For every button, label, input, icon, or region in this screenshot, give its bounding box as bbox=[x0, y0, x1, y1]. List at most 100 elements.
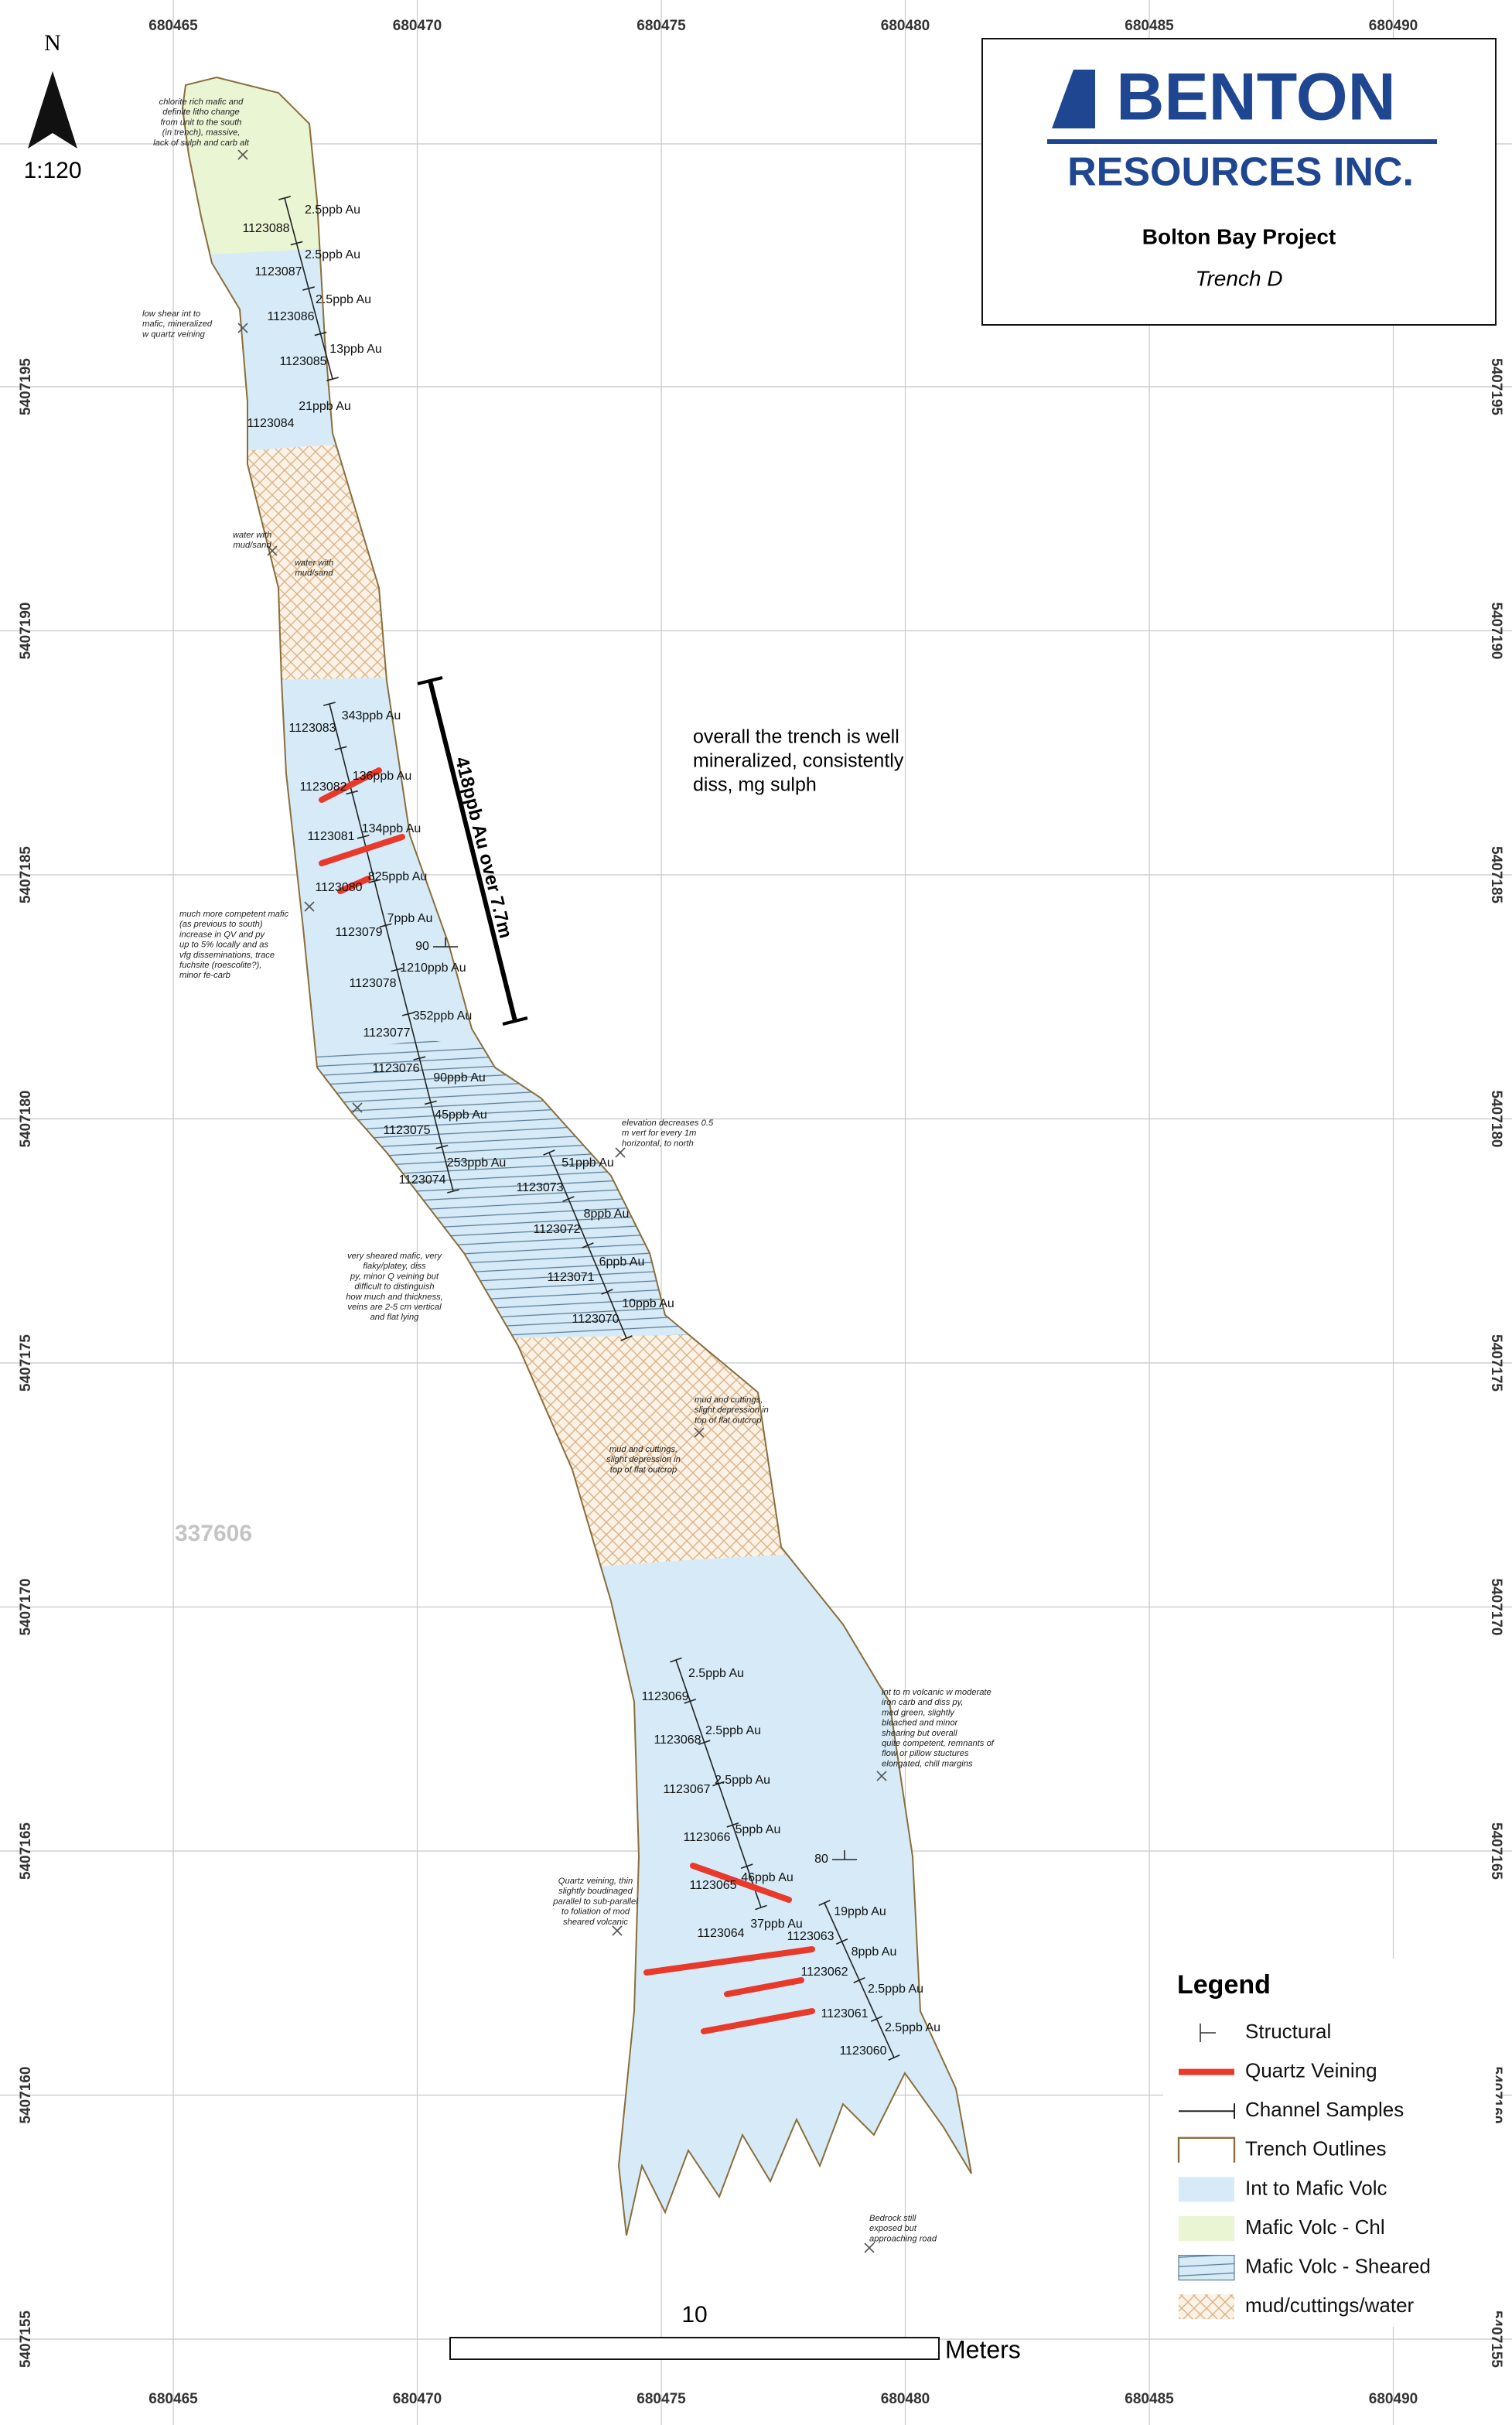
northing-label: 5407175 bbox=[1488, 1334, 1504, 1392]
sample-assay: 1210ppb Au bbox=[400, 961, 466, 975]
note-line: mud/sand bbox=[233, 541, 271, 550]
easting-label: 680465 bbox=[148, 18, 198, 34]
sample-id: 1123081 bbox=[307, 830, 354, 843]
sample-assay: 21ppb Au bbox=[299, 400, 351, 413]
northing-label: 5407195 bbox=[1488, 358, 1504, 415]
legend-label: Structural bbox=[1245, 2020, 1331, 2043]
note-line: sheared volcanic bbox=[563, 1918, 628, 1927]
note-line: mud/sand bbox=[295, 569, 333, 578]
summary-line: mineralized, consistently bbox=[693, 750, 904, 772]
trench-name: Trench D bbox=[1195, 266, 1282, 290]
note-line: w quartz veining bbox=[142, 330, 206, 339]
sample-assay: 2.5ppb Au bbox=[316, 293, 371, 306]
northing-label: 5407160 bbox=[18, 2067, 34, 2124]
sample-id: 1123085 bbox=[279, 355, 326, 368]
sample-assay: 46ppb Au bbox=[741, 1871, 794, 1884]
claim-number: 337606 bbox=[175, 1521, 252, 1546]
note-line: (in trench), massive, bbox=[162, 128, 241, 138]
note-line: to foliation of mod bbox=[561, 1908, 630, 1917]
note-line: bleached and minor bbox=[882, 1719, 959, 1728]
northing-label: 5407195 bbox=[18, 358, 34, 415]
easting-label: 680490 bbox=[1369, 2391, 1418, 2407]
note-line: water with bbox=[233, 531, 271, 540]
note-line: and flat lying bbox=[370, 1313, 420, 1322]
note-line: flaky/platey, diss bbox=[363, 1262, 426, 1271]
sample-assay: 343ppb Au bbox=[342, 709, 401, 722]
north-label: N bbox=[44, 30, 61, 56]
sample-id: 1123063 bbox=[787, 1930, 834, 1943]
note-line: slight depression in bbox=[695, 1405, 769, 1415]
easting-label: 680485 bbox=[1125, 2391, 1174, 2407]
sample-id: 1123072 bbox=[533, 1223, 580, 1236]
easting-label: 680480 bbox=[881, 18, 930, 34]
summary-line: overall the trench is well bbox=[693, 726, 899, 748]
easting-label: 680480 bbox=[881, 2391, 930, 2407]
sample-id: 1123064 bbox=[697, 1927, 744, 1940]
sample-assay: 2.5ppb Au bbox=[715, 1774, 770, 1787]
sample-id: 1123084 bbox=[247, 417, 294, 430]
scale-rect bbox=[450, 2338, 939, 2359]
sample-id: 1123079 bbox=[335, 926, 382, 939]
sample-id: 1123066 bbox=[683, 1831, 730, 1844]
note-line: m vert for every 1m bbox=[622, 1129, 696, 1138]
sample-assay: 134ppb Au bbox=[362, 822, 422, 835]
scale-length: 10 bbox=[681, 2302, 707, 2328]
sample-id: 1123076 bbox=[372, 1062, 419, 1075]
note-line: elevation decreases 0.5 bbox=[622, 1119, 714, 1128]
legend-label: Channel Samples bbox=[1245, 2098, 1404, 2121]
note-line: definite litho change bbox=[162, 108, 240, 117]
easting-label: 680470 bbox=[393, 18, 442, 34]
structure-dip: 90 bbox=[415, 940, 429, 953]
sample-assay: 2.5ppb Au bbox=[305, 203, 360, 217]
sample-assay: 8ppb Au bbox=[852, 1945, 897, 1959]
sample-id: 1123070 bbox=[572, 1313, 619, 1326]
sample-assay: 19ppb Au bbox=[834, 1905, 886, 1918]
map-scale: 1:120 bbox=[23, 158, 81, 183]
company: RESOURCES INC. bbox=[1067, 150, 1414, 195]
summary-line: diss, mg sulph bbox=[693, 774, 817, 796]
note-line: top of flat outcrop bbox=[610, 1465, 677, 1474]
note-line: flow or pillow stuctures bbox=[882, 1749, 969, 1758]
project: Bolton Bay Project bbox=[1142, 224, 1336, 248]
sample-assay: 45ppb Au bbox=[435, 1108, 487, 1122]
sample-assay: 7ppb Au bbox=[387, 912, 433, 925]
northing-label: 5407185 bbox=[18, 846, 34, 903]
sample-assay: 5ppb Au bbox=[736, 1823, 781, 1836]
legend: Legend StructuralQuartz VeiningChannel S… bbox=[1163, 1959, 1496, 2327]
sample-assay: 8ppb Au bbox=[584, 1207, 630, 1221]
title-block: BENTON RESOURCES INC. Bolton Bay Project… bbox=[982, 39, 1496, 325]
legend-label: Mafic Volc - Chl bbox=[1245, 2215, 1385, 2239]
note-line: chlorite rich mafic and bbox=[159, 97, 244, 107]
sample-assay: 2.5ppb Au bbox=[305, 248, 360, 261]
note-line: lack of sulph and carb alt bbox=[153, 138, 250, 148]
sample-assay: 51ppb Au bbox=[561, 1156, 614, 1170]
northing-label: 5407190 bbox=[18, 603, 34, 660]
note-line: mafic, mineralized bbox=[142, 319, 213, 329]
northing-label: 5407180 bbox=[1488, 1091, 1504, 1148]
note-line: veins are 2-5 cm vertical bbox=[347, 1303, 442, 1312]
easting-label: 680475 bbox=[637, 18, 686, 34]
northing-label: 5407180 bbox=[18, 1091, 34, 1148]
logo: BENTON bbox=[1116, 60, 1396, 135]
sample-id: 1123065 bbox=[689, 1879, 736, 1892]
legend-swatch bbox=[1179, 2256, 1234, 2280]
legend-swatch bbox=[1179, 2294, 1234, 2319]
sample-assay: 2.5ppb Au bbox=[868, 1983, 923, 1996]
sample-assay: 13ppb Au bbox=[329, 343, 382, 356]
northing-label: 5407170 bbox=[1488, 1579, 1504, 1636]
note-line: very sheared mafic, very bbox=[347, 1252, 442, 1261]
sample-id: 1123071 bbox=[547, 1271, 594, 1284]
note-line: much more competent mafic bbox=[179, 910, 289, 919]
note-line: py, minor Q veining but bbox=[350, 1272, 439, 1281]
sample-assay: 136ppb Au bbox=[353, 770, 412, 783]
note-line: Bedrock still bbox=[869, 2214, 916, 2223]
note-line: water with bbox=[295, 558, 333, 568]
note-line: shearing but overall bbox=[882, 1729, 957, 1738]
note-line: slight depression in bbox=[606, 1455, 681, 1464]
northing-label: 5407175 bbox=[18, 1334, 34, 1392]
northing-label: 5407170 bbox=[18, 1579, 34, 1636]
sample-assay: 352ppb Au bbox=[413, 1009, 473, 1023]
structure-dip: 80 bbox=[814, 1853, 828, 1866]
note-line: up to 5% locally and as bbox=[179, 941, 268, 950]
sample-id: 1123067 bbox=[663, 1783, 710, 1796]
